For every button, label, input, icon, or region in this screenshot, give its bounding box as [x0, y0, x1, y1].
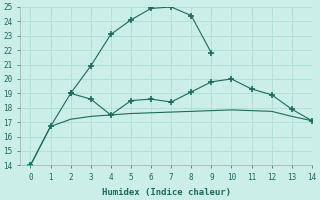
X-axis label: Humidex (Indice chaleur): Humidex (Indice chaleur): [102, 188, 231, 197]
